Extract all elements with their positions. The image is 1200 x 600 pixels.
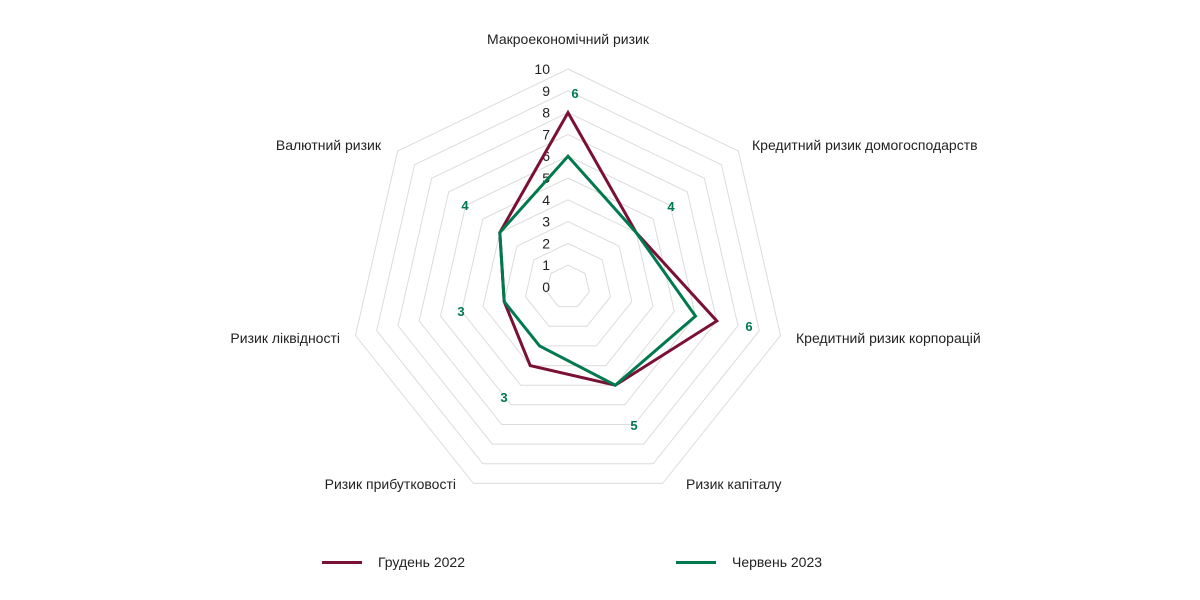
axis-label-7: Валютний ризик [276,137,382,153]
data-label-7: 4 [461,198,469,213]
axis-label-4: Ризик капіталу [686,476,782,492]
data-label-4: 5 [630,418,637,433]
grid-ring-7 [418,133,718,425]
axis-label-3: Кредитний ризик корпорацій [796,330,981,346]
data-label-5: 3 [500,390,507,405]
data-label-2: 4 [667,199,675,214]
grid-ring-5 [461,177,675,386]
legend-item-series-2[interactable]: Червень 2023 [676,550,822,574]
data-label-6: 3 [457,304,464,319]
radial-tick-labels: 0 1 2 3 4 5 6 7 8 9 10 [534,61,550,295]
grid-ring-8 [397,112,739,445]
legend-swatch-series-2 [676,560,716,564]
series-line-2 [498,153,698,387]
legend-label-series-2: Червень 2023 [732,554,823,570]
tick-label-4: 4 [542,192,550,208]
legend-item-series-1[interactable]: Грудень 2022 [322,550,465,574]
radar-grid [354,68,782,484]
legend-label-series-1: Грудень 2022 [378,554,465,570]
tick-label-3: 3 [542,214,550,230]
data-labels: 6 4 6 5 3 3 4 [457,86,752,433]
tick-label-0: 0 [542,279,550,295]
grid-ring-10 [354,68,782,484]
axis-label-2: Кредитний ризик домогосподарств [752,137,978,153]
data-label-1: 6 [571,86,578,101]
data-label-3: 6 [745,319,752,334]
tick-label-5: 5 [542,170,550,186]
grid-ring-3 [503,221,633,347]
tick-label-10: 10 [534,61,550,77]
legend: Грудень 2022 Червень 2023 [0,550,1200,574]
axis-labels: Макроекономічний ризик Кредитний ризик до… [230,31,980,492]
grid-ring-2 [524,242,612,327]
axis-label-6: Ризик ліквідності [230,330,340,346]
grid-ring-6 [439,155,697,406]
grid-ring-4 [482,199,654,367]
legend-swatch-series-1 [322,560,362,564]
tick-label-2: 2 [542,235,550,251]
grid-ring-1 [546,264,590,308]
grid-ring-9 [376,90,760,465]
tick-label-7: 7 [542,126,550,142]
tick-label-6: 6 [542,148,550,164]
tick-label-9: 9 [542,83,550,99]
axis-label-5: Ризик прибутковості [325,476,456,492]
tick-label-8: 8 [542,105,550,121]
tick-label-1: 1 [542,257,550,273]
series-lines [498,109,720,387]
axis-label-1: Макроекономічний ризик [487,31,650,47]
